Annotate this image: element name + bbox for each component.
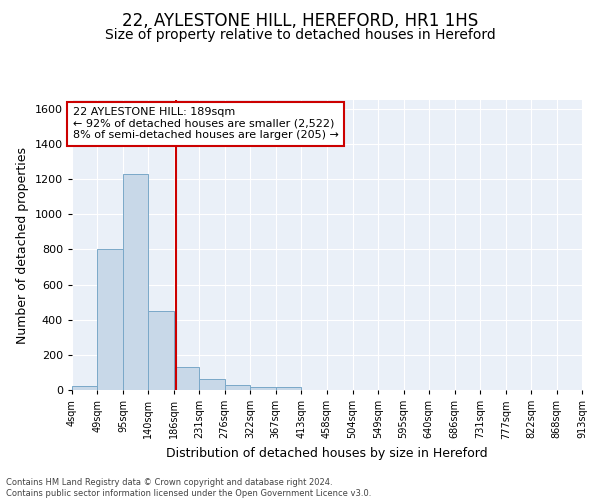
Text: 22, AYLESTONE HILL, HEREFORD, HR1 1HS: 22, AYLESTONE HILL, HEREFORD, HR1 1HS	[122, 12, 478, 30]
Y-axis label: Number of detached properties: Number of detached properties	[16, 146, 29, 344]
Text: Contains HM Land Registry data © Crown copyright and database right 2024.
Contai: Contains HM Land Registry data © Crown c…	[6, 478, 371, 498]
Text: Size of property relative to detached houses in Hereford: Size of property relative to detached ho…	[104, 28, 496, 42]
Bar	[123, 174, 148, 390]
X-axis label: Distribution of detached houses by size in Hereford: Distribution of detached houses by size …	[166, 447, 488, 460]
Bar	[72, 386, 97, 390]
Bar	[97, 250, 123, 390]
Bar	[148, 311, 174, 390]
Bar	[250, 387, 275, 390]
Bar	[275, 388, 301, 390]
Text: 22 AYLESTONE HILL: 189sqm
← 92% of detached houses are smaller (2,522)
8% of sem: 22 AYLESTONE HILL: 189sqm ← 92% of detac…	[73, 108, 338, 140]
Bar	[174, 367, 199, 390]
Bar	[199, 378, 224, 390]
Bar	[224, 385, 250, 390]
